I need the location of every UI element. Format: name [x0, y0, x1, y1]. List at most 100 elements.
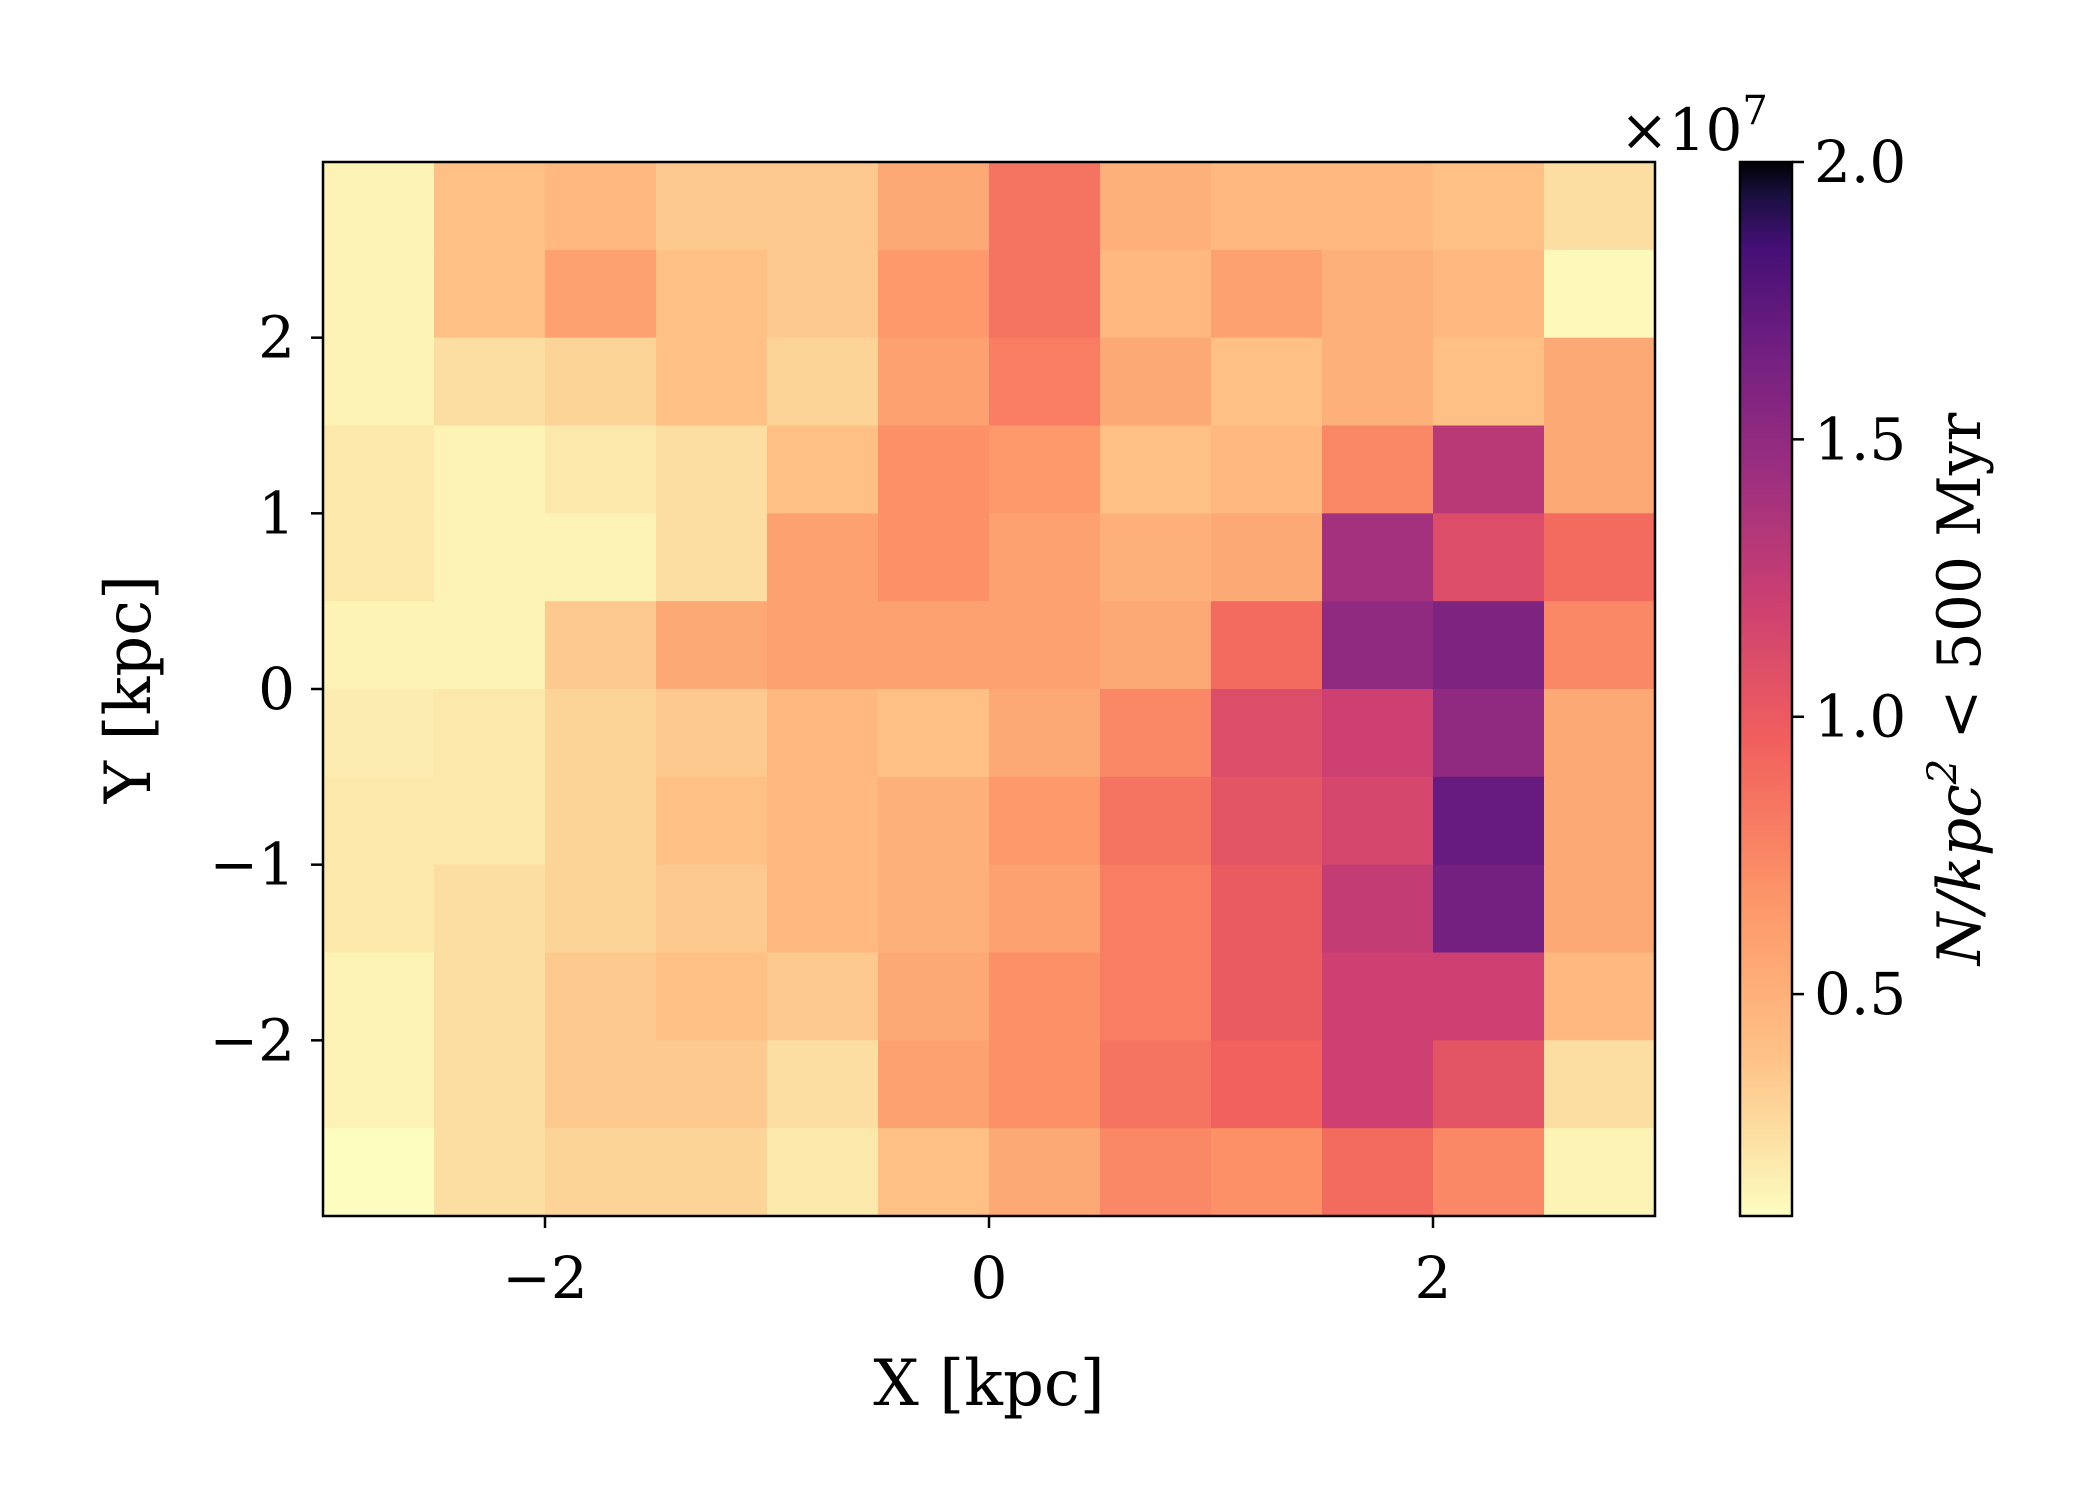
heatmap-cell [1211, 337, 1323, 427]
heatmap-cell [989, 952, 1101, 1041]
heatmap-cell [878, 952, 990, 1041]
heatmap-cell [323, 249, 435, 339]
heatmap-cell [1544, 1040, 1656, 1129]
heatmap-cell [1544, 425, 1656, 514]
heatmap-cell [1433, 249, 1545, 339]
heatmap-cell [1544, 249, 1656, 339]
colorbar-tick-label: 0.5 [1814, 960, 1906, 1028]
colorbar-tick-label: 2.0 [1814, 128, 1906, 196]
heatmap-cell [1100, 337, 1212, 427]
colorbar [1738, 160, 1794, 1218]
heatmap-cell [767, 952, 879, 1041]
heatmap-cell [1211, 776, 1323, 866]
heatmap-cell [1211, 162, 1323, 251]
x-axis-ticks: −2 0 2 [502, 1216, 1451, 1312]
heatmap-cell [656, 952, 768, 1041]
heatmap-cell [434, 776, 546, 866]
heatmap-cell [878, 1040, 990, 1129]
heatmap-cell [545, 1040, 657, 1129]
heatmap-cell [656, 425, 768, 514]
heatmap-cell [989, 1128, 1101, 1217]
heatmap-cell [656, 162, 768, 251]
heatmap-cell [656, 337, 768, 427]
heatmap-cell [878, 689, 990, 778]
heatmap-cell [656, 1128, 768, 1217]
heatmap-cell [1322, 162, 1434, 251]
heatmap-cell [1100, 689, 1212, 778]
heatmap-cell [545, 601, 657, 690]
heatmap-cell [434, 513, 546, 602]
heatmap-cell [434, 601, 546, 690]
heatmap-cell [767, 1040, 879, 1129]
heatmap-cell [989, 776, 1101, 866]
y-axis-ticks: −2 −1 0 1 2 [210, 304, 323, 1074]
heatmap-cell [656, 601, 768, 690]
heatmap-cell [656, 689, 768, 778]
heatmap-cell [878, 162, 990, 251]
heatmap-cell [323, 864, 435, 954]
heatmap-cell [1211, 1040, 1323, 1129]
heatmap-cell [323, 952, 435, 1041]
heatmap-cell [1433, 1128, 1545, 1217]
heatmap-cell [767, 864, 879, 954]
heatmap-cell [434, 1040, 546, 1129]
heatmap-cell [767, 425, 879, 514]
y-tick-label: 0 [258, 655, 295, 723]
heatmap-cell [656, 249, 768, 339]
heatmap-cell [989, 337, 1101, 427]
heatmap-cell [545, 689, 657, 778]
heatmap-cell [545, 425, 657, 514]
heatmap-cell [434, 1128, 546, 1217]
heatmap-cell [878, 864, 990, 954]
heatmap-cell [656, 1040, 768, 1129]
heatmap-cell [1544, 952, 1656, 1041]
heatmap-cell [434, 952, 546, 1041]
heatmap-cell [878, 513, 990, 602]
y-tick-label: −1 [210, 831, 296, 899]
heatmap-cell [989, 689, 1101, 778]
heatmap-cell [434, 425, 546, 514]
heatmap-cell [1433, 776, 1545, 866]
heatmap-cell [656, 513, 768, 602]
y-tick-label: 1 [258, 479, 295, 547]
heatmap-cell [1322, 689, 1434, 778]
heatmap-cell [1211, 425, 1323, 514]
heatmap-cell [1100, 1040, 1212, 1129]
heatmap-cell [545, 1128, 657, 1217]
heatmap-cell [989, 1040, 1101, 1129]
heatmap-cell [1211, 601, 1323, 690]
heatmap-cell [545, 249, 657, 339]
heatmap-cell [1322, 952, 1434, 1041]
heatmap-cell [656, 864, 768, 954]
heatmap-cell [878, 249, 990, 339]
heatmap-cell [1433, 425, 1545, 514]
heatmap-cell [1322, 425, 1434, 514]
heatmap-cell [989, 864, 1101, 954]
y-tick-label: 2 [258, 304, 295, 372]
heatmap-cell [545, 776, 657, 866]
heatmap-cell [1100, 601, 1212, 690]
heatmap-cell [1433, 952, 1545, 1041]
heatmap-cell [1100, 1128, 1212, 1217]
heatmap-cell [1322, 1040, 1434, 1129]
heatmap-cell [878, 776, 990, 866]
heatmap-cell [323, 776, 435, 866]
heatmap-cell [1433, 162, 1545, 251]
heatmap-cell [545, 162, 657, 251]
heatmap-cell [1433, 864, 1545, 954]
y-tick-label: −2 [210, 1006, 296, 1074]
heatmap-cell [1322, 601, 1434, 690]
colorbar-label: N/kpc2 < 500 Myr [1920, 412, 1995, 967]
heatmap-cell [989, 513, 1101, 602]
heatmap-cell [323, 425, 435, 514]
heatmap-cell [1211, 952, 1323, 1041]
heatmap-cell [656, 776, 768, 866]
heatmap-cell [878, 337, 990, 427]
colorbar-tick-label: 1.5 [1814, 405, 1906, 473]
heatmap-cell [767, 689, 879, 778]
heatmap-cell [323, 689, 435, 778]
heatmap-cell [1211, 1128, 1323, 1217]
heatmap-cell [767, 162, 879, 251]
heatmap-cell [989, 601, 1101, 690]
heatmap-cell [1433, 513, 1545, 602]
